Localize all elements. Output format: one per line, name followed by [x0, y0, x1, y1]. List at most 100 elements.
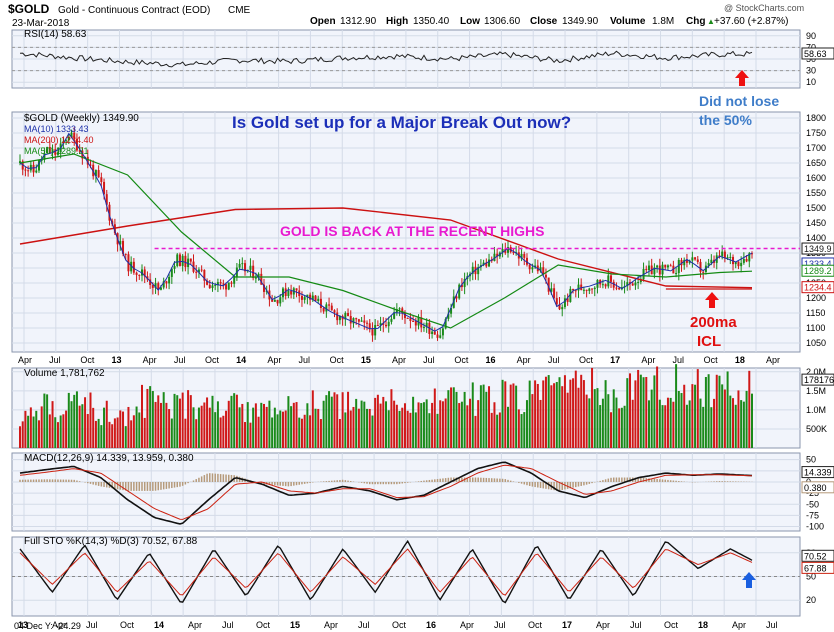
volume-bar — [740, 400, 743, 448]
price-candle — [200, 269, 203, 271]
volume-bar — [493, 402, 496, 448]
volume-bar — [54, 417, 57, 448]
volume-bar — [336, 394, 339, 448]
price-candle — [585, 289, 588, 291]
volume-bar — [363, 401, 366, 448]
x-axis-label-top: Jul — [423, 355, 435, 365]
price-candle — [314, 295, 317, 302]
macd-legend: MACD(12,26,9) 14.339, 13.959, 0.380 — [24, 453, 194, 464]
volume-bar — [707, 374, 710, 448]
chart-title: Is Gold set up for a Major Break Out now… — [232, 113, 571, 132]
volume-bar — [382, 396, 385, 448]
sto-current-label: 67.88 — [804, 563, 827, 573]
ma10-line — [19, 132, 753, 332]
volume-bar — [675, 364, 678, 448]
sto-current-box — [801, 549, 834, 562]
price-candle — [387, 321, 390, 327]
price-candle — [347, 313, 350, 317]
x-axis-label-top: Oct — [330, 355, 345, 365]
volume-bar — [650, 389, 653, 448]
volume-bar — [634, 380, 637, 448]
price-candle — [501, 249, 504, 253]
volume-bar — [615, 397, 618, 448]
price-candle — [89, 164, 92, 166]
volume-bar — [70, 401, 73, 448]
price-tick-label: 1050 — [806, 338, 826, 348]
volume-bar — [124, 426, 127, 448]
vol-tick-label: 1.0M — [806, 405, 826, 415]
volume-bar — [385, 401, 387, 448]
volume-bar — [230, 395, 233, 448]
price-candle — [390, 318, 393, 322]
price-candle — [284, 288, 287, 296]
volume-bar — [108, 421, 111, 448]
macd-signal-line — [19, 464, 752, 520]
price-candle — [403, 312, 406, 318]
price-candle — [409, 318, 412, 321]
price-candle — [637, 282, 640, 284]
volume-bar — [623, 405, 626, 448]
price-candle — [108, 204, 111, 221]
x-axis-label-top: Apr — [18, 355, 32, 365]
chg-value: +37.60 (+2.87%) — [714, 16, 789, 27]
price-candle — [122, 240, 125, 254]
volume-bar — [637, 369, 640, 448]
price-candle — [54, 149, 57, 155]
price-arrow-icon-shape — [705, 292, 719, 308]
volume-bar — [610, 412, 613, 448]
x-axis-label-top: Apr — [267, 355, 281, 365]
volume-bar — [263, 403, 265, 448]
volume-bar — [292, 402, 295, 448]
price-tick-label: 1650 — [806, 158, 826, 168]
volume-legend: Volume 1,781,762 — [24, 368, 105, 379]
volume-bar — [368, 408, 371, 448]
price-candle — [477, 267, 480, 275]
price-candle — [355, 318, 358, 320]
volume-bar — [178, 398, 181, 448]
volume-bar — [696, 369, 699, 448]
sto-arrow-icon — [742, 572, 756, 588]
volume-bar — [352, 406, 355, 448]
price-candle — [170, 268, 173, 277]
price-candle — [227, 282, 230, 290]
volume-bar — [751, 393, 753, 448]
volume-bar — [512, 383, 515, 448]
price-candle — [374, 325, 377, 336]
price-candle — [143, 269, 146, 277]
price-candle — [273, 299, 276, 302]
x-axis-label-top: Jul — [673, 355, 685, 365]
volume-bar — [252, 407, 255, 448]
x-axis-label-bottom: Oct — [664, 620, 679, 630]
price-candle — [35, 170, 38, 173]
volume-bar — [303, 414, 306, 448]
price-candle — [67, 136, 70, 141]
price-candle — [135, 272, 138, 275]
volume-bar — [748, 370, 751, 448]
volume-bar — [192, 407, 195, 448]
price-candle — [436, 334, 439, 338]
volume-bar — [680, 393, 683, 448]
volume-bar — [347, 391, 350, 448]
volume-bar — [498, 412, 501, 448]
volume-bar — [35, 410, 38, 448]
price-candle — [563, 298, 566, 308]
volume-bar — [474, 415, 477, 448]
price-candle — [300, 295, 303, 300]
x-axis-label-bottom: 18 — [698, 620, 708, 630]
rsi-current-box — [801, 47, 834, 60]
overlays — [705, 70, 756, 588]
volume-bar — [184, 418, 187, 448]
price-candle — [547, 277, 550, 292]
price-candle — [694, 257, 697, 260]
volume-bar — [341, 392, 344, 448]
volume-bar — [721, 384, 724, 448]
x-axis-label-bottom: 13 — [18, 620, 28, 630]
volume-bar — [330, 396, 333, 448]
price-tick-label: 1100 — [806, 323, 825, 333]
price-candle — [751, 253, 753, 255]
price-candle — [395, 309, 398, 313]
volume-bar — [97, 418, 100, 448]
price-candle — [612, 281, 615, 288]
price-candle — [51, 149, 54, 153]
volume-bar — [357, 408, 360, 448]
